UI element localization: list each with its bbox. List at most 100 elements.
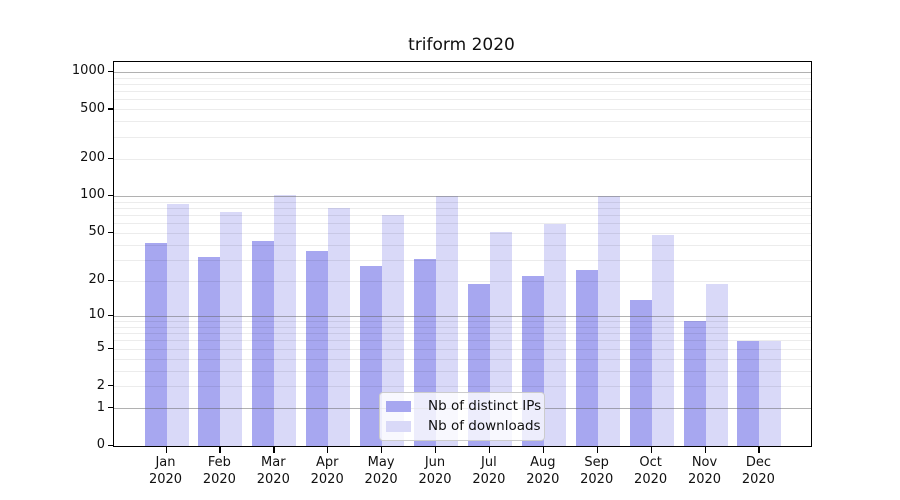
x-tick-mark-oct (650, 447, 652, 453)
x-tick-mark-apr (327, 447, 329, 453)
x-tick-mark-mar (273, 447, 275, 453)
x-tick-mark-jul (488, 447, 491, 453)
x-tick-label-jul: Jul 2020 (472, 455, 506, 487)
gridline-700 (114, 91, 811, 93)
x-tick-label-dec: Dec 2020 (741, 455, 775, 487)
bar-distinct-ips-oct (629, 299, 652, 446)
gridline-60 (114, 223, 811, 225)
bar-downloads-dec (759, 340, 782, 446)
bar-downloads-oct (651, 235, 674, 446)
bar-downloads-apr (328, 208, 351, 446)
gridline-100 (114, 195, 811, 197)
y-tick-mark-10 (108, 314, 114, 317)
gridline-7 (114, 333, 811, 335)
bar-downloads-feb (220, 212, 243, 446)
x-tick-label-mar: Mar 2020 (256, 455, 290, 487)
y-tick-mark-20 (108, 279, 114, 282)
gridline-4 (114, 358, 811, 360)
legend-label-distinct-ips: Nb of distinct IPs (428, 398, 542, 414)
gridline-400 (114, 121, 811, 123)
x-tick-mark-may (381, 447, 383, 453)
bar-downloads-may (382, 215, 405, 446)
x-tick-label-nov: Nov 2020 (687, 455, 722, 487)
gridline-5 (114, 348, 811, 350)
gridline-30 (114, 259, 811, 261)
x-tick-label-aug: Aug 2020 (526, 455, 560, 487)
x-tick-label-jan: Jan 2020 (148, 455, 183, 487)
gridline-8 (114, 326, 811, 328)
y-tick-mark-200 (108, 157, 114, 159)
bar-distinct-ips-mar (252, 241, 275, 446)
x-tick-mark-sep (596, 447, 598, 453)
gridline-20 (114, 280, 811, 282)
gridline-500 (114, 109, 811, 111)
y-tick-label-200: 200 (80, 150, 105, 166)
x-tick-label-may: May 2020 (364, 455, 398, 487)
bar-downloads-mar (274, 194, 297, 446)
y-tick-label-500: 500 (80, 100, 105, 116)
x-tick-label-oct: Oct 2020 (634, 455, 668, 487)
gridline-300 (114, 136, 811, 138)
gridline-900 (114, 77, 811, 79)
y-tick-mark-2 (108, 385, 114, 387)
bar-distinct-ips-sep (575, 269, 598, 446)
x-tick-mark-nov (704, 447, 706, 453)
gridline-70 (114, 214, 811, 216)
legend-label-downloads: Nb of downloads (428, 418, 541, 434)
gridline-3 (114, 370, 811, 372)
legend-item-downloads: Nb of downloads (386, 419, 541, 433)
legend: Nb of distinct IPs Nb of downloads (379, 392, 545, 441)
bar-distinct-ips-jan (144, 242, 167, 446)
x-tick-mark-dec (758, 447, 760, 453)
chart-title: triform 2020 (408, 35, 515, 55)
y-tick-mark-100 (108, 194, 114, 197)
gridline-80 (114, 207, 811, 209)
bar-distinct-ips-feb (198, 256, 221, 446)
gridline-200 (114, 158, 811, 160)
gridline-1000 (114, 71, 811, 73)
gridline-90 (114, 201, 811, 203)
gridline-10 (114, 315, 811, 317)
x-tick-mark-feb (219, 447, 221, 453)
legend-swatch-distinct-ips (386, 400, 411, 412)
bar-distinct-ips-dec (737, 340, 760, 446)
bar-downloads-aug (543, 223, 566, 446)
bar-downloads-jan (166, 204, 189, 446)
gridline-50 (114, 232, 811, 234)
x-tick-mark-jan (165, 447, 167, 453)
gridline-2 (114, 386, 811, 388)
gridline-6 (114, 340, 811, 342)
bar-distinct-ips-may (360, 265, 383, 446)
y-tick-label-50: 50 (88, 224, 105, 240)
legend-swatch-downloads (386, 420, 411, 432)
legend-item-distinct-ips: Nb of distinct IPs (386, 399, 541, 413)
y-tick-mark-50 (108, 231, 114, 234)
y-tick-label-100: 100 (80, 187, 105, 203)
bar-distinct-ips-nov (683, 321, 706, 446)
y-tick-mark-1 (108, 407, 114, 409)
y-tick-label-1000: 1000 (71, 63, 105, 79)
gridlines-layer (114, 62, 811, 446)
y-tick-label-1: 1 (96, 399, 105, 415)
y-tick-mark-0 (108, 444, 114, 446)
y-tick-mark-1000 (108, 70, 114, 73)
x-tick-mark-jun (435, 447, 437, 453)
gridline-9 (114, 321, 811, 323)
bar-downloads-nov (705, 283, 728, 446)
gridline-600 (114, 99, 811, 101)
y-tick-label-5: 5 (96, 340, 105, 356)
gridline-40 (114, 244, 811, 246)
x-tick-label-feb: Feb 2020 (202, 455, 236, 487)
y-tick-label-0: 0 (96, 437, 105, 453)
y-tick-label-20: 20 (88, 272, 105, 288)
x-tick-label-apr: Apr 2020 (310, 455, 344, 487)
bar-downloads-jun (436, 195, 458, 446)
bar-distinct-ips-apr (306, 250, 329, 446)
bar-downloads-sep (597, 195, 620, 446)
x-tick-mark-aug (542, 447, 545, 453)
x-tick-label-jun: Jun 2020 (418, 455, 452, 487)
y-tick-mark-5 (108, 347, 114, 349)
plot-area: Nb of distinct IPs Nb of downloads (113, 61, 812, 447)
y-tick-label-10: 10 (88, 307, 105, 323)
